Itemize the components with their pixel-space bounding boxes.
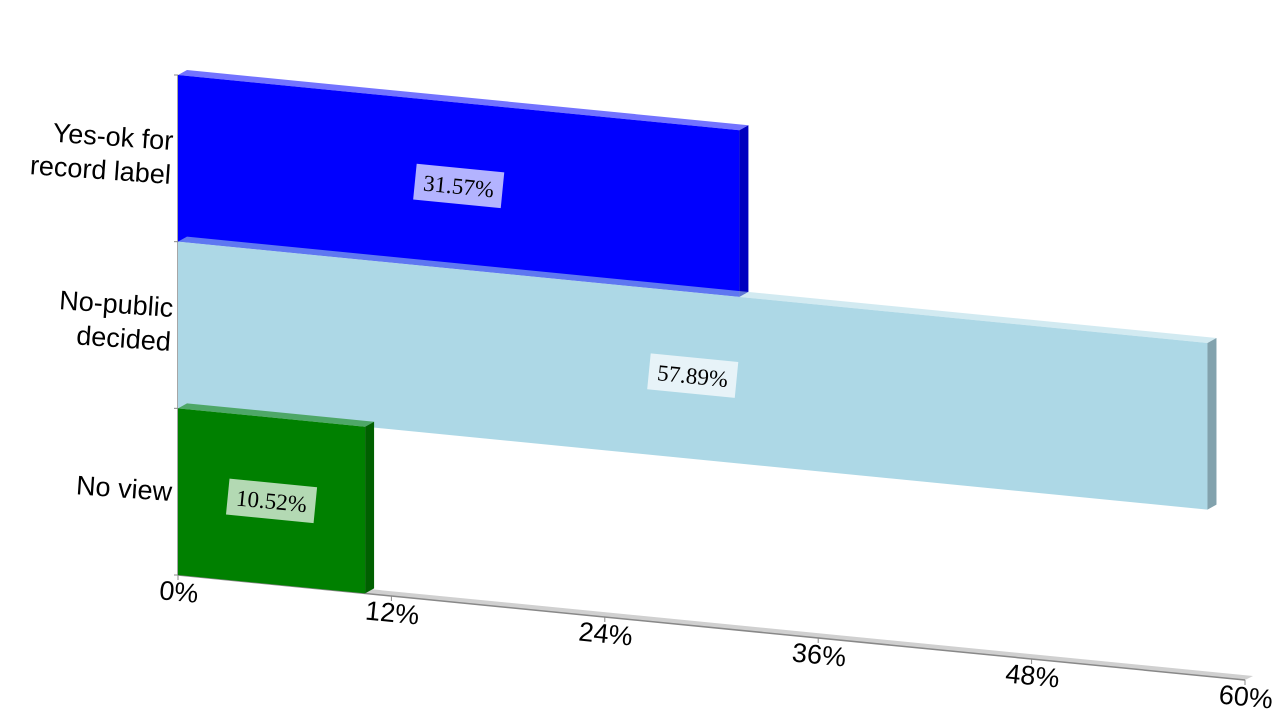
value-label-group: 31.57% xyxy=(413,163,505,209)
x-tick-label: 36% xyxy=(791,637,848,672)
value-label-bg xyxy=(225,478,318,524)
bar-top xyxy=(178,236,1217,343)
value-label-bg xyxy=(647,353,739,398)
axis-floor xyxy=(178,571,1253,680)
y-tick-label: No-public decided xyxy=(58,285,175,357)
value-label-group: 57.89% xyxy=(647,353,739,398)
x-tick-label: 12% xyxy=(364,595,421,630)
y-tick-label: Yes-ok for record label xyxy=(29,117,175,191)
bar-top xyxy=(178,70,749,131)
x-tick-label: 0% xyxy=(158,575,200,609)
x-tick-label: 24% xyxy=(577,616,634,651)
x-tick-label: 60% xyxy=(1218,679,1275,714)
value-label-group: 10.52% xyxy=(225,478,318,524)
value-label-bg xyxy=(413,163,505,209)
x-tick-label: 48% xyxy=(1004,658,1061,693)
bar-side xyxy=(1207,337,1217,510)
bar-top xyxy=(178,403,375,427)
bar-side xyxy=(739,125,749,297)
bar-side xyxy=(365,421,375,594)
